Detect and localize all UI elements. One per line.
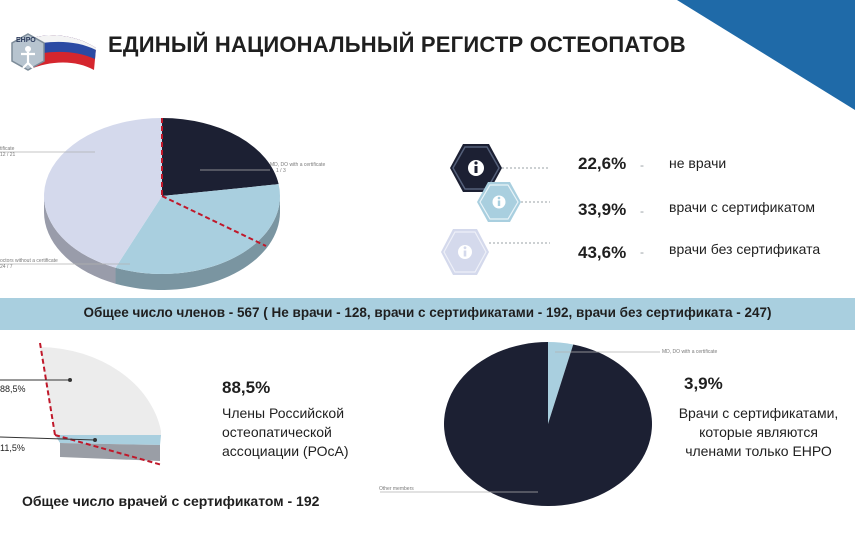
rosa-description-line: ассоциации (РОсА)	[222, 443, 349, 459]
certified-total-note: Общее число врачей с сертификатом - 192	[22, 493, 320, 509]
legend-percent-certified: 33,9%	[578, 200, 627, 219]
pie3-slice-0	[548, 342, 574, 424]
pie1-label-bottom-left: octors without a certificate	[0, 258, 58, 264]
pie1-sublabel-right: 1 / 3	[276, 168, 286, 174]
pie1-slice-1	[115, 184, 281, 274]
pie1-sublabel-bottom-left: 24 / 7	[0, 264, 13, 270]
enro-only-description-line: членами только ЕНРО	[685, 443, 832, 459]
logo-text: ЕНРО	[16, 37, 36, 44]
pie3-slice-1	[444, 342, 652, 506]
pie1-slice-2	[43, 118, 162, 268]
corner-ribbon	[665, 0, 855, 110]
logo: ЕНРО	[6, 30, 98, 82]
pie2-leader-dot	[93, 438, 97, 442]
hexagon-lavender-icon	[441, 229, 550, 275]
legend-percent-nonphysicians: 22,6%	[578, 154, 627, 173]
pie-chart-members	[0, 118, 281, 290]
pie1-sublabel-top-left: 12 / 21	[0, 152, 16, 158]
pie2-leader-line	[0, 436, 96, 441]
pie3-label-bottom: Other members	[379, 486, 414, 492]
page-title: ЕДИНЫЙ НАЦИОНАЛЬНЫЙ РЕГИСТР ОСТЕОПАТОВ	[108, 32, 686, 57]
legend-dash: -	[640, 158, 644, 172]
hexagon-lightblue-icon	[477, 182, 550, 222]
pie2-dashed-line	[54, 434, 163, 466]
pie-chart-enro-only	[380, 342, 660, 506]
rosa-description: Члены Российской остеопатической ассоциа…	[222, 404, 349, 461]
legend-icons	[441, 144, 550, 275]
legend-label-certified: врачи с сертификатом	[669, 199, 816, 215]
hexagon-dark-icon	[450, 144, 550, 192]
enro-only-description: Врачи с сертификатами, которые являются …	[676, 404, 841, 461]
summary-banner	[0, 298, 855, 330]
pie1-label-top-left: tificate	[0, 146, 15, 152]
pie2-percent-top: 88,5%	[0, 384, 26, 394]
legend-label-nonphysicians: не врачи	[669, 155, 727, 171]
pie2-slice-0	[40, 347, 161, 435]
rosa-description-line: Члены Российской	[222, 405, 345, 421]
pie2-side	[60, 443, 160, 461]
legend-percent-uncertified: 43,6%	[578, 243, 627, 262]
legend-dash: -	[640, 245, 644, 259]
legend-dash: -	[640, 204, 644, 218]
enro-only-description-line: Врачи с сертификатами,	[678, 405, 839, 421]
pie2-percent-bottom: 11,5%	[0, 443, 25, 453]
pie1-slice-0	[162, 118, 279, 196]
rosa-description-line: остеопатической	[222, 424, 332, 440]
pie1-side-2	[44, 196, 116, 284]
pie1-side-1	[115, 196, 280, 290]
pie3-label-top: MD, DO with a certificate	[662, 349, 718, 355]
pie-chart-rosa	[0, 342, 163, 466]
pie1-label-right: MD, DO with a certificate	[270, 162, 326, 168]
legend-label-uncertified: врачи без сертификата	[669, 241, 821, 257]
rosa-percent: 88,5%	[222, 378, 271, 397]
enro-only-percent: 3,9%	[684, 374, 723, 393]
summary-banner-text: Общее число членов - 567 ( Не врачи - 12…	[83, 305, 772, 320]
pie2-leader-dot	[68, 378, 72, 382]
pie1-dashed-line	[161, 195, 267, 247]
enro-only-description-line: которые являются	[699, 424, 818, 440]
